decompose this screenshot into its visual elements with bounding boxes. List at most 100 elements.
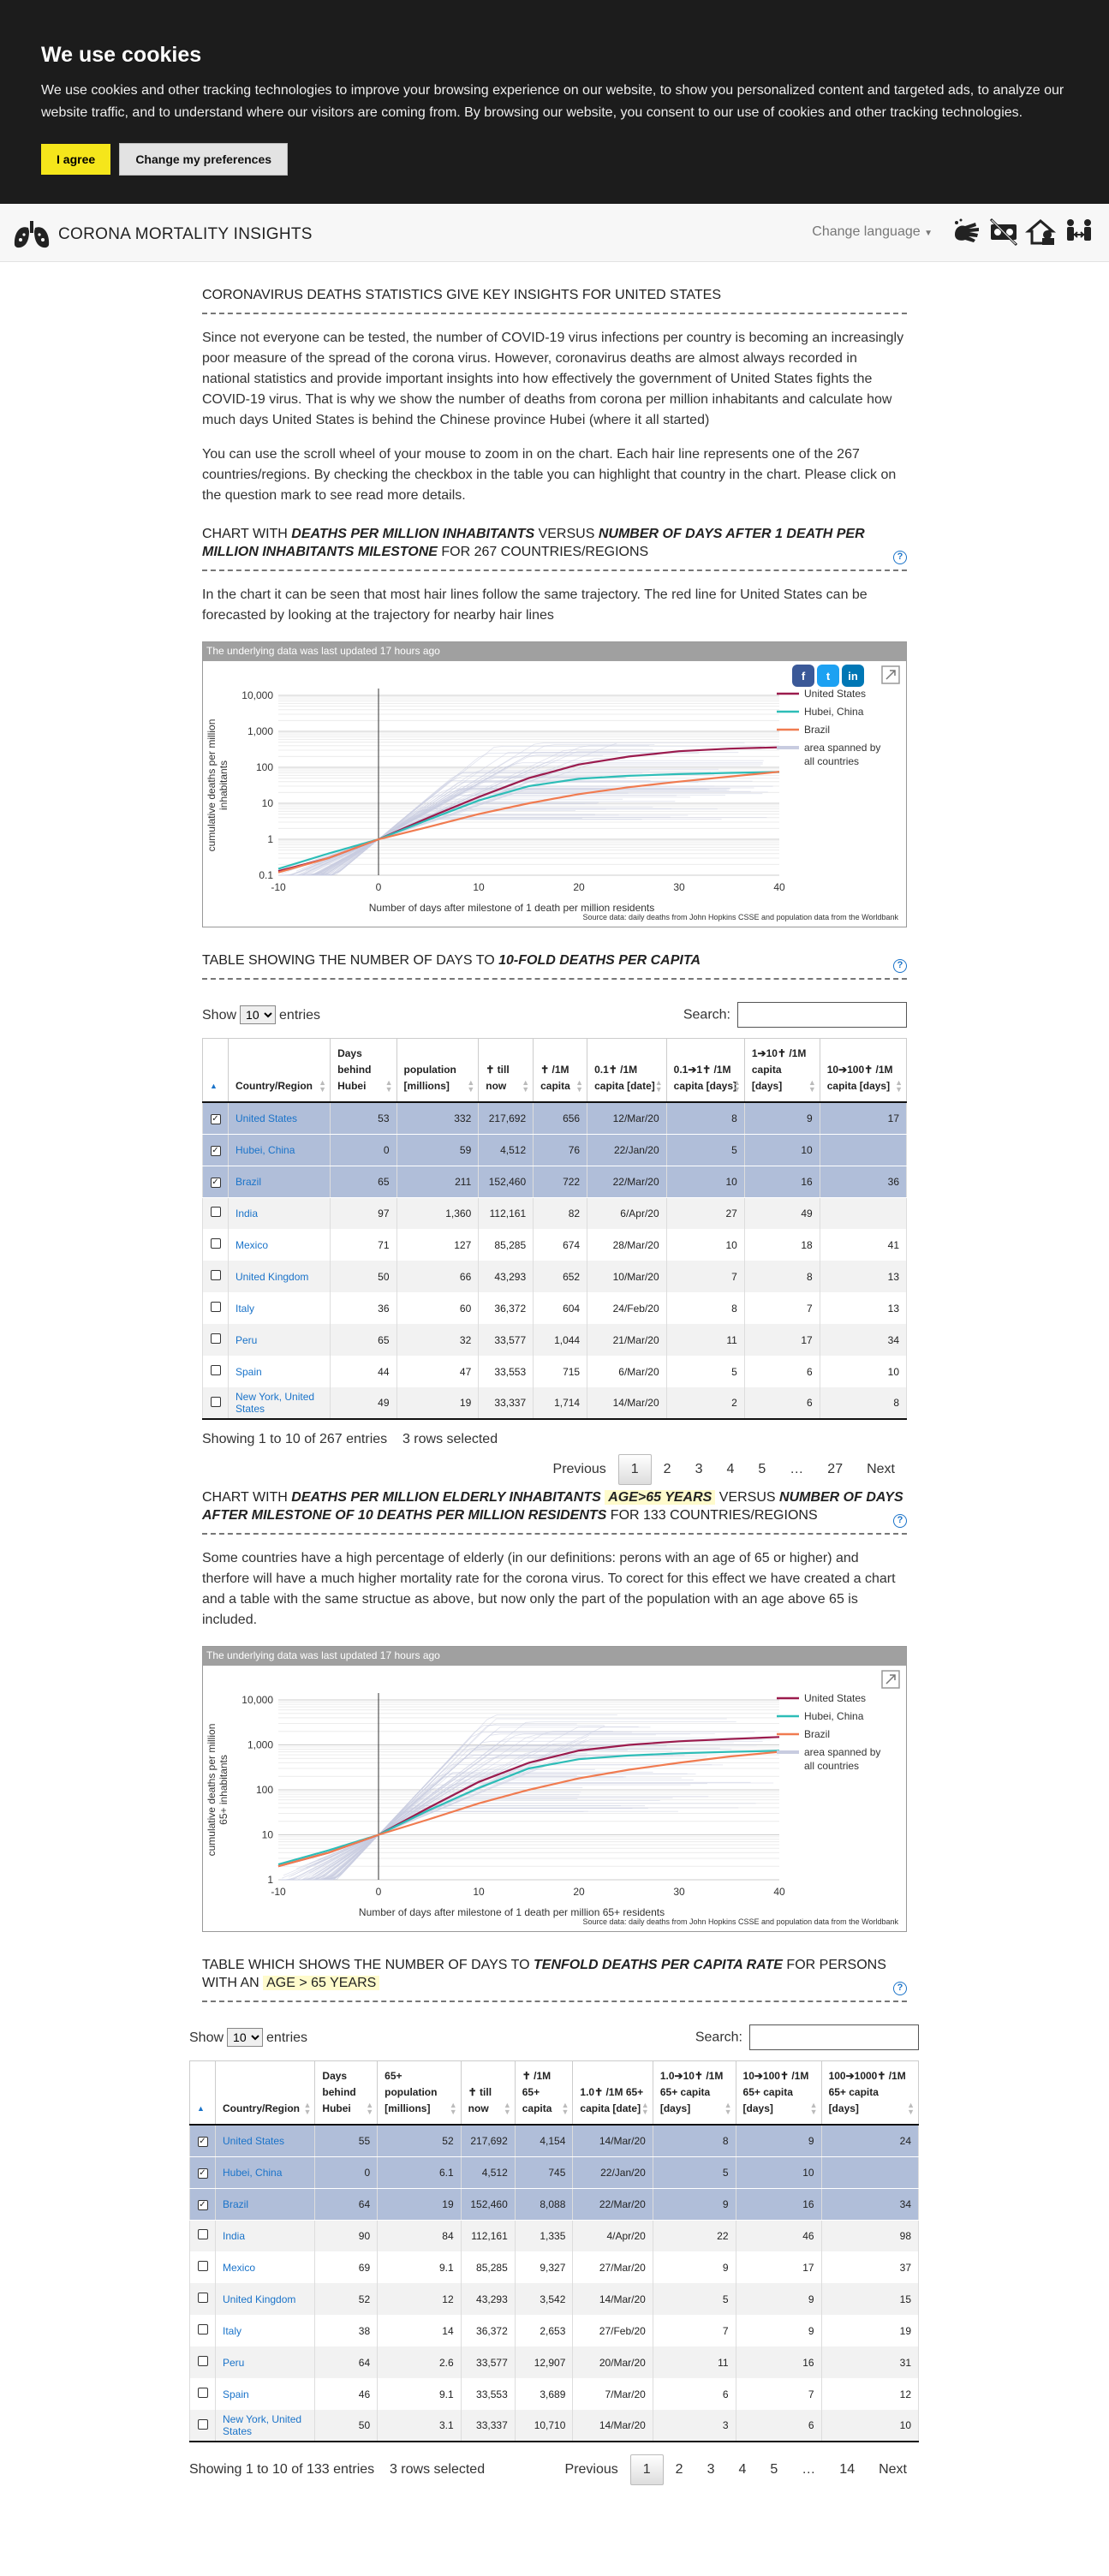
- column-header[interactable]: 0.1✝ /1M capita [date] ▲ ▼: [587, 1038, 667, 1103]
- page-button[interactable]: 4: [726, 1462, 735, 1476]
- row-checkbox-cell[interactable]: [189, 2315, 216, 2346]
- row-checkbox[interactable]: ✓: [197, 2168, 208, 2179]
- table-row[interactable]: Spain 46 9.1 33,553 3,689 7/Mar/20 6 7 12: [189, 2378, 920, 2410]
- stay-home-icon[interactable]: [1025, 216, 1058, 248]
- column-header[interactable]: 100➔1000✝ /1M 65+ capita [days] ▲ ▼: [820, 2060, 920, 2126]
- country-link[interactable]: Peru: [236, 1333, 258, 1346]
- row-checkbox-cell[interactable]: [202, 1261, 229, 1292]
- row-checkbox[interactable]: ✓: [197, 2137, 208, 2148]
- series-line-2[interactable]: [277, 1750, 780, 1868]
- column-header[interactable]: 0.1➔1✝ /1M capita [days] ▲ ▼: [665, 1038, 745, 1103]
- page-button[interactable]: 2: [675, 2462, 683, 2477]
- column-header[interactable]: ✝ /1M 65+ capita ▲ ▼: [514, 2060, 574, 2126]
- page-button[interactable]: 1: [629, 2454, 664, 2485]
- column-header[interactable]: 1.0➔10✝ /1M 65+ capita [days] ▲ ▼: [652, 2060, 736, 2126]
- row-checkbox[interactable]: [197, 2324, 208, 2334]
- fullscreen-icon[interactable]: [881, 1670, 900, 1689]
- help-question-icon[interactable]: ?: [893, 959, 907, 973]
- column-header[interactable]: 1➔10✝ /1M capita [days] ▲ ▼: [743, 1038, 820, 1103]
- country-link[interactable]: Spain: [223, 2388, 249, 2400]
- column-header[interactable]: ✝ till now ▲ ▼: [460, 2060, 516, 2126]
- page-length-select[interactable]: 10: [227, 2028, 264, 2047]
- row-checkbox[interactable]: ✓: [210, 1114, 221, 1125]
- row-checkbox-cell[interactable]: ✓: [189, 2188, 216, 2221]
- row-checkbox[interactable]: [197, 2261, 208, 2271]
- agree-button[interactable]: I agree: [41, 144, 111, 175]
- social-distance-icon[interactable]: [1063, 216, 1095, 248]
- page-length-select[interactable]: 10: [240, 1005, 277, 1024]
- legend-label[interactable]: United States: [804, 688, 866, 700]
- legend-label[interactable]: Brazil: [804, 724, 830, 736]
- table-row[interactable]: New York, United States 49 19 33,337 1,714 14…: [202, 1387, 908, 1419]
- legend-label[interactable]: area spanned by: [804, 742, 880, 754]
- help-question-icon[interactable]: ?: [893, 1982, 907, 1995]
- country-link[interactable]: United Kingdom: [236, 1270, 309, 1283]
- table-row[interactable]: Spain 44 47 33,553 715 6/Mar/20 5 6 10: [202, 1356, 908, 1387]
- country-link[interactable]: Italy: [223, 2324, 242, 2337]
- row-checkbox-cell[interactable]: ✓: [202, 1102, 229, 1135]
- column-header[interactable]: ✝ till now ▲ ▼: [478, 1038, 534, 1103]
- page-button[interactable]: 5: [770, 2462, 778, 2477]
- column-header[interactable]: Days behind Hubei ▲ ▼: [314, 2060, 379, 2126]
- country-link[interactable]: New York, United States: [223, 2413, 302, 2437]
- country-link[interactable]: Mexico: [236, 1238, 269, 1251]
- row-checkbox[interactable]: [210, 1396, 221, 1407]
- help-question-icon[interactable]: ?: [893, 551, 907, 564]
- row-checkbox-cell[interactable]: ✓: [202, 1134, 229, 1166]
- row-checkbox[interactable]: ✓: [210, 1146, 221, 1156]
- page-button[interactable]: Previous: [564, 2462, 618, 2477]
- legend-label[interactable]: area spanned by: [804, 1746, 880, 1758]
- row-checkbox[interactable]: [197, 2229, 208, 2240]
- page-button[interactable]: Next: [867, 1462, 895, 1476]
- row-checkbox[interactable]: [197, 2293, 208, 2303]
- legend-label[interactable]: Hubei, China: [804, 706, 864, 718]
- table-row[interactable]: United Kingdom 50 66 43,293 652 10/Mar/20 7 8 13: [202, 1261, 908, 1292]
- column-header[interactable]: 1.0✝ /1M 65+ capita [date] ▲ ▼: [572, 2060, 653, 2126]
- page-button[interactable]: 1: [617, 1454, 652, 1485]
- brand[interactable]: CORONA MORTALITY INSIGHTS: [12, 219, 313, 250]
- select-column-header[interactable]: ▲: [189, 2060, 216, 2126]
- legend-label[interactable]: Hubei, China: [804, 1710, 864, 1722]
- column-header[interactable]: population [millions] ▲ ▼: [396, 1038, 480, 1103]
- country-link[interactable]: Brazil: [236, 1175, 262, 1188]
- chart2[interactable]: 1 10 100 1,000 10,000 -10 0 10 20 30 40 Number of d…: [203, 1666, 906, 1931]
- table-row[interactable]: Italy 38 14 36,372 2,653 27/Feb/20 7 9 19: [189, 2315, 920, 2346]
- table-row[interactable]: Italy 36 60 36,372 604 24/Feb/20 8 7 13: [202, 1292, 908, 1324]
- change-preferences-button[interactable]: Change my preferences: [119, 143, 289, 176]
- twitter-share-icon[interactable]: t: [817, 665, 839, 687]
- series-line-2[interactable]: [277, 771, 780, 874]
- country-link[interactable]: United States: [223, 2134, 285, 2147]
- row-checkbox-cell[interactable]: [202, 1356, 229, 1387]
- row-checkbox[interactable]: [210, 1207, 221, 1218]
- table-row[interactable]: ✓ Hubei, China 0 59 4,512 76 22/Jan/20 5 10: [202, 1134, 908, 1166]
- table-row[interactable]: Mexico 69 9.1 85,285 9,327 27/Mar/20 9 17 37: [189, 2251, 920, 2283]
- page-button[interactable]: 27: [827, 1462, 844, 1476]
- help-question-icon[interactable]: ?: [893, 1514, 907, 1528]
- row-checkbox-cell[interactable]: [189, 2251, 216, 2283]
- column-header[interactable]: Country/Region ▲ ▼: [227, 1038, 331, 1103]
- table-row[interactable]: India 90 84 112,161 1,335 4/Apr/20 22 46 98: [189, 2220, 920, 2251]
- row-checkbox-cell[interactable]: ✓: [202, 1166, 229, 1198]
- table-row[interactable]: ✓ Brazil 64 19 152,460 8,088 22/Mar/20 9 16 34: [189, 2188, 920, 2221]
- row-checkbox[interactable]: ✓: [210, 1178, 221, 1188]
- table-row[interactable]: ✓ Brazil 65 211 152,460 722 22/Mar/20 10 16 36: [202, 1166, 908, 1198]
- country-link[interactable]: Brazil: [223, 2197, 249, 2210]
- linkedin-share-icon[interactable]: in: [842, 665, 864, 687]
- page-button[interactable]: 4: [738, 2462, 747, 2477]
- country-link[interactable]: Spain: [236, 1365, 262, 1378]
- row-checkbox-cell[interactable]: [189, 2346, 216, 2378]
- row-checkbox-cell[interactable]: [202, 1387, 229, 1419]
- column-header[interactable]: ✝ /1M capita ▲ ▼: [533, 1038, 588, 1103]
- country-link[interactable]: Italy: [236, 1302, 255, 1315]
- page-button[interactable]: 3: [707, 2462, 715, 2477]
- row-checkbox-cell[interactable]: ✓: [189, 2156, 216, 2189]
- row-checkbox[interactable]: [210, 1270, 221, 1280]
- row-checkbox-cell[interactable]: [202, 1229, 229, 1261]
- row-checkbox-cell[interactable]: [189, 2410, 216, 2442]
- select-column-header[interactable]: ▲: [202, 1038, 229, 1103]
- page-button[interactable]: 14: [839, 2462, 856, 2477]
- search-input[interactable]: [737, 1002, 907, 1028]
- row-checkbox[interactable]: [197, 2388, 208, 2398]
- page-button[interactable]: 3: [695, 1462, 703, 1476]
- fullscreen-icon[interactable]: [881, 665, 900, 684]
